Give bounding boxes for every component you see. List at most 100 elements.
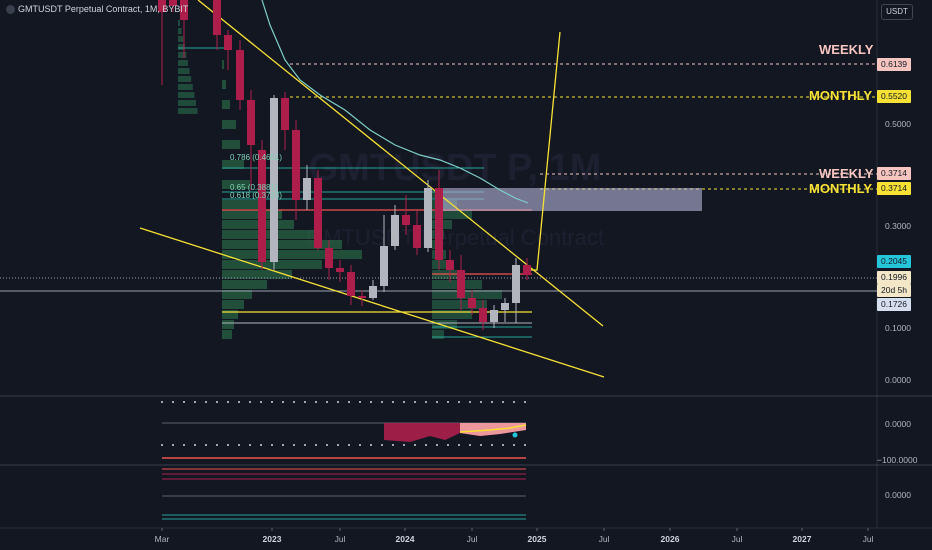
indicator-dot — [359, 444, 361, 446]
time-axis-label: Jul — [598, 534, 610, 544]
monthly-level-label-bottom: MONTHLY — [809, 181, 873, 196]
volume-profile-bar — [178, 84, 193, 90]
time-axis-label: 2024 — [395, 534, 415, 544]
descending-trendline — [197, 0, 604, 327]
indicator-dot — [513, 401, 515, 403]
indicator-axis-label: 0.0000 — [885, 490, 911, 500]
candle-body — [270, 98, 278, 262]
candle-body — [247, 100, 255, 145]
indicator-dot — [271, 444, 273, 446]
price-axis-label: 0.0000 — [885, 375, 911, 385]
candle-body — [358, 296, 366, 298]
volume-profile-bar — [222, 240, 342, 249]
indicator-dot — [172, 444, 174, 446]
volume-profile-bar — [432, 260, 452, 269]
indicator-dot — [326, 401, 328, 403]
volume-profile-bar — [222, 260, 322, 269]
indicator-dot — [403, 444, 405, 446]
volume-profile-bar — [222, 300, 244, 309]
price-tag-ma: 0.2045 — [877, 255, 911, 268]
candle-body — [314, 178, 322, 248]
indicator-dot — [469, 401, 471, 403]
volume-profile-bar — [178, 52, 187, 58]
indicator-dot — [172, 401, 174, 403]
price-tag-monthly-mid: 0.3714 — [877, 182, 911, 195]
symbol-title: GMTUSDT Perpetual Contract, 1M, BYBIT — [18, 4, 189, 14]
indicator-dot — [381, 444, 383, 446]
price-axis-label: 0.5000 — [885, 119, 911, 129]
volume-profile-bar — [178, 44, 185, 50]
time-axis-label: Jul — [731, 534, 743, 544]
volume-profile-bar — [432, 300, 487, 309]
time-axis-label: Jul — [334, 534, 346, 544]
candle-countdown: 20d 5h — [877, 284, 911, 297]
currency-unit-button[interactable]: USDT — [881, 4, 913, 20]
indicator-dot — [216, 444, 218, 446]
candle-body — [490, 310, 498, 322]
candle-body — [224, 35, 232, 50]
indicator-signal-line — [459, 424, 527, 433]
indicator-dot — [183, 401, 185, 403]
volume-profile-bar — [432, 330, 444, 339]
fib-label-0618: 0.618 (0.3723) — [230, 191, 283, 200]
candle-body — [413, 225, 421, 248]
indicator-dot — [282, 401, 284, 403]
volume-profile-bar — [222, 200, 262, 209]
indicator-dot — [425, 401, 427, 403]
volume-profile-bar — [222, 140, 240, 149]
volume-profile-bar — [222, 250, 362, 259]
candle-body — [479, 308, 487, 322]
volume-profile-bar — [178, 92, 195, 98]
volume-profile-bar — [432, 290, 502, 299]
indicator-dot — [425, 444, 427, 446]
indicator-dot — [524, 401, 526, 403]
indicator-dot — [238, 401, 240, 403]
candle-body — [258, 150, 266, 262]
indicator-dot — [194, 401, 196, 403]
volume-profile-bar — [178, 100, 196, 106]
watermark-name: GMTUSDT Perpetual Contract — [306, 225, 604, 250]
indicator-dot — [304, 444, 306, 446]
indicator-dot — [392, 401, 394, 403]
indicator-dot — [480, 444, 482, 446]
indicator-dot — [238, 444, 240, 446]
weekly-level-label-bottom: WEEKLY — [819, 166, 874, 181]
weekly-level-label-top: WEEKLY — [819, 42, 874, 57]
indicator-dot — [260, 401, 262, 403]
candle-body — [303, 178, 311, 200]
supply-zone-box — [441, 188, 702, 211]
volume-profile-bar — [178, 60, 188, 66]
price-axis-label: 0.1000 — [885, 323, 911, 333]
price-tag-weekly-high: 0.6139 — [877, 58, 911, 71]
moving-average-line — [261, 0, 529, 204]
indicator-dot — [304, 401, 306, 403]
symbol-header[interactable]: GMTUSDT Perpetual Contract, 1M, BYBIT — [6, 4, 189, 15]
time-axis-label: 2023 — [262, 534, 282, 544]
volume-profile-bar — [222, 160, 244, 169]
indicator-dot — [337, 444, 339, 446]
indicator-axis-label: −100.0000 — [877, 455, 918, 465]
indicator-dot — [282, 444, 284, 446]
volume-profile-bar — [222, 80, 226, 89]
indicator-dot — [227, 444, 229, 446]
indicator-dot — [271, 401, 273, 403]
volume-profile-bar — [222, 60, 224, 69]
candle-body — [523, 265, 531, 275]
indicator-dot — [293, 401, 295, 403]
volume-profile-bar — [222, 280, 267, 289]
candle-body — [169, 0, 177, 6]
volume-profile-bar — [222, 330, 232, 339]
volume-profile-bar — [178, 36, 184, 42]
price-tag-monthly-high: 0.5520 — [877, 90, 911, 103]
candle-body — [369, 286, 377, 298]
candle-body — [424, 188, 432, 248]
indicator-dot — [348, 401, 350, 403]
indicator-dot — [205, 401, 207, 403]
time-axis-label: 2025 — [527, 534, 547, 544]
volume-profile-bar — [222, 230, 317, 239]
time-axis-label: Mar — [154, 534, 170, 544]
indicator-dot — [469, 444, 471, 446]
indicator-axis-label: 0.0000 — [885, 419, 911, 429]
indicator-dot — [513, 444, 515, 446]
